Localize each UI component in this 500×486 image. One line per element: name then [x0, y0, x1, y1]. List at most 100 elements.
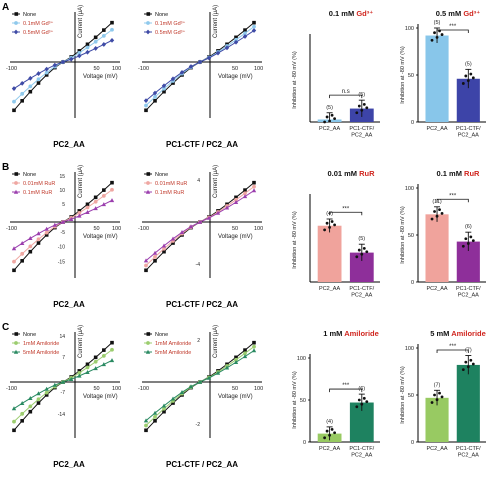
legend-marker — [146, 21, 150, 25]
data-point — [357, 248, 361, 252]
data-point — [325, 115, 329, 119]
iv-data-point — [110, 187, 114, 192]
data-point — [333, 431, 336, 435]
iv-data-point — [52, 62, 58, 68]
iv-data-point — [52, 382, 58, 387]
bar-chart: 0.1 mM RuR PC2_AA PC1-CTF/PC2_AA — [416, 169, 486, 299]
data-point — [355, 255, 359, 259]
iv-data-point — [77, 53, 82, 59]
x-axis-label: Voltage (mV) — [83, 74, 118, 80]
data-point — [355, 111, 359, 115]
bar-chart: 0.1 mM Gd³⁺PC2_AA PC1-CTF/PC2_AA — [309, 9, 380, 139]
iv-data-point — [36, 77, 41, 82]
legend-label: 0.1mM Gd³⁺ — [23, 20, 54, 27]
iv-data-point — [161, 403, 167, 408]
category-label-line: PC1-CTF/ — [349, 446, 374, 452]
iv-data-point — [36, 401, 41, 405]
bar — [456, 364, 480, 442]
iv-data-point — [12, 108, 16, 113]
category-label: PC1-CTF/PC2_AA — [456, 286, 481, 299]
data-point — [355, 405, 359, 409]
y-tick-label: -2 — [196, 422, 201, 428]
y-tick-label: 0 — [411, 120, 414, 126]
iv-data-point — [243, 31, 247, 36]
iv-data-point — [252, 180, 256, 185]
iv-data-point — [93, 366, 98, 371]
iv-data-point — [93, 195, 98, 200]
x-tick-label: 50 — [94, 66, 100, 72]
iv-data-point — [206, 55, 212, 61]
data-point — [464, 360, 468, 364]
data-point — [466, 79, 470, 83]
category-label: PC2_AA — [426, 446, 447, 452]
y-tick-label: 0 — [411, 280, 414, 286]
data-point — [430, 38, 434, 42]
iv-data-point — [12, 99, 16, 104]
iv-data-point — [153, 95, 157, 99]
x-tick-label: 50 — [94, 386, 100, 392]
bar-chart-title: 0.01 mM RuR — [327, 169, 375, 178]
iv-data-point — [77, 369, 82, 373]
data-point — [330, 428, 334, 431]
title-agent: Gd³⁺ — [463, 9, 480, 18]
y-tick-label: -10 — [58, 245, 65, 251]
iv-data-point — [85, 209, 90, 214]
bar-chart: 0.5 mM Gd³⁺PC2_AA PC1-CTF/PC2_AA — [416, 9, 486, 139]
data-point — [330, 113, 334, 117]
iv-data-point — [243, 188, 247, 192]
iv-data-point — [233, 199, 239, 204]
iv-data-point — [162, 249, 166, 254]
iv-data-point — [188, 64, 194, 69]
iv-data-point — [179, 390, 185, 395]
data-point — [469, 235, 473, 239]
legend-label: 0.5mM Gd³⁺ — [155, 29, 186, 36]
x-tick-label: 100 — [254, 386, 263, 392]
data-point — [464, 237, 468, 241]
category-label: PC2_AA — [426, 126, 447, 132]
data-point — [466, 365, 470, 369]
iv-data-point — [170, 236, 176, 241]
iv-data-point — [171, 401, 175, 405]
iv-data-point — [11, 406, 17, 411]
y-tick-label: 5 — [62, 202, 65, 208]
x-tick-label: -100 — [6, 226, 17, 232]
y-axis-label: Current (μA) — [213, 325, 219, 358]
legend-marker — [146, 181, 150, 185]
iv-data-point — [28, 236, 33, 241]
data-point — [360, 252, 364, 256]
category-label-line: PC1-CTF/ — [456, 126, 481, 132]
iv-data-point — [101, 353, 106, 358]
iv-data-point — [44, 230, 49, 235]
iv-data-point — [85, 205, 90, 210]
iv-data-point — [153, 259, 157, 263]
data-point — [469, 72, 473, 76]
iv-plot — [142, 172, 262, 278]
legend-label: None — [155, 172, 168, 178]
data-point — [438, 391, 441, 395]
legend-label: 1mM Amiloride — [155, 341, 191, 347]
data-point — [328, 119, 331, 123]
category-label: PC2_AA — [426, 286, 447, 292]
y-axis-label: Inhibition at -80 mV (%) — [292, 371, 298, 429]
bar-chart-title: 0.1 mM RuR — [437, 169, 481, 178]
iv-data-point — [20, 259, 24, 263]
y-tick-label: -4 — [196, 262, 201, 268]
category-label: PC1-CTF/PC2_AA — [456, 126, 481, 139]
iv-data-point — [44, 390, 49, 395]
y-tick-label: 0 — [303, 440, 306, 446]
panel-letter: C — [2, 322, 9, 333]
legend-marker — [13, 29, 19, 35]
x-tick-label: 100 — [254, 226, 263, 232]
iv-data-point — [93, 359, 98, 364]
data-point — [360, 108, 364, 112]
iv-data-point — [215, 50, 221, 56]
data-point — [469, 358, 473, 362]
category-label-line: PC2_AA — [458, 133, 479, 139]
iv-data-point — [224, 365, 230, 370]
title-agent: RuR — [359, 169, 375, 178]
y-tick-label: -5 — [61, 230, 66, 236]
y-axis-label: Current (μA) — [78, 325, 84, 358]
iv-data-point — [93, 199, 98, 204]
y-tick-label: 4 — [197, 178, 200, 184]
bar — [349, 252, 374, 282]
